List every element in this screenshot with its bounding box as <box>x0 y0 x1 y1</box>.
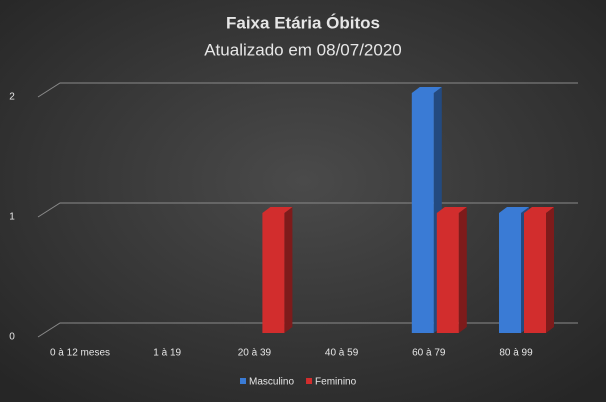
legend-label: Masculino <box>249 377 294 388</box>
y-tick-label: 1 <box>9 212 15 223</box>
x-tick-label: 80 à 99 <box>499 348 533 359</box>
legend-swatch <box>240 378 246 384</box>
bar-side <box>458 207 467 333</box>
bar <box>411 93 434 333</box>
grid-line <box>37 82 578 98</box>
bar-top <box>524 207 554 213</box>
bar <box>436 213 459 333</box>
grid-line <box>37 202 578 218</box>
bar-top <box>262 207 293 213</box>
legend-swatch <box>306 378 313 384</box>
x-tick-label: 20 à 39 <box>238 348 272 359</box>
y-tick-label: 2 <box>9 92 15 103</box>
x-tick-label: 0 à 12 meses <box>50 348 110 359</box>
legend-label: Feminino <box>315 377 357 388</box>
bar <box>524 213 546 333</box>
chart-title: Faixa Etária Óbitos <box>226 13 380 32</box>
bar-top <box>436 207 467 213</box>
bar-top <box>499 207 529 213</box>
grid-line <box>37 322 578 338</box>
bar <box>499 213 521 333</box>
x-tick-label: 1 à 19 <box>153 348 181 359</box>
x-tick-label: 60 à 79 <box>412 348 446 359</box>
bar <box>262 213 285 333</box>
chart-subtitle: Atualizado em 08/07/2020 <box>204 40 402 59</box>
bar-side <box>284 207 293 333</box>
bar-top <box>411 87 442 93</box>
x-tick-label: 40 à 59 <box>325 348 359 359</box>
y-tick-label: 0 <box>9 332 15 343</box>
bar-side <box>546 207 554 333</box>
